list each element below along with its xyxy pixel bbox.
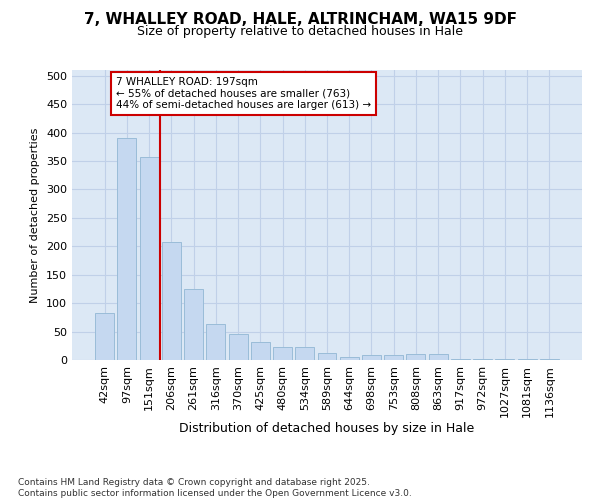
Text: Contains HM Land Registry data © Crown copyright and database right 2025.
Contai: Contains HM Land Registry data © Crown c… <box>18 478 412 498</box>
Y-axis label: Number of detached properties: Number of detached properties <box>31 128 40 302</box>
Text: Size of property relative to detached houses in Hale: Size of property relative to detached ho… <box>137 25 463 38</box>
Bar <box>273 348 292 360</box>
Bar <box>118 138 136 360</box>
Bar <box>340 356 359 360</box>
Bar <box>251 342 270 360</box>
Bar <box>206 324 225 360</box>
Bar <box>229 334 248 360</box>
Text: 7 WHALLEY ROAD: 197sqm
← 55% of detached houses are smaller (763)
44% of semi-de: 7 WHALLEY ROAD: 197sqm ← 55% of detached… <box>116 77 371 110</box>
Bar <box>184 290 203 360</box>
Bar <box>429 354 448 360</box>
Bar <box>473 359 492 360</box>
Bar <box>362 356 381 360</box>
Text: 7, WHALLEY ROAD, HALE, ALTRINCHAM, WA15 9DF: 7, WHALLEY ROAD, HALE, ALTRINCHAM, WA15 … <box>83 12 517 28</box>
Bar <box>451 359 470 360</box>
X-axis label: Distribution of detached houses by size in Hale: Distribution of detached houses by size … <box>179 422 475 436</box>
Bar <box>95 314 114 360</box>
Bar <box>295 347 314 360</box>
Bar <box>406 354 425 360</box>
Bar <box>140 157 158 360</box>
Bar <box>162 242 181 360</box>
Bar <box>384 356 403 360</box>
Bar <box>317 352 337 360</box>
